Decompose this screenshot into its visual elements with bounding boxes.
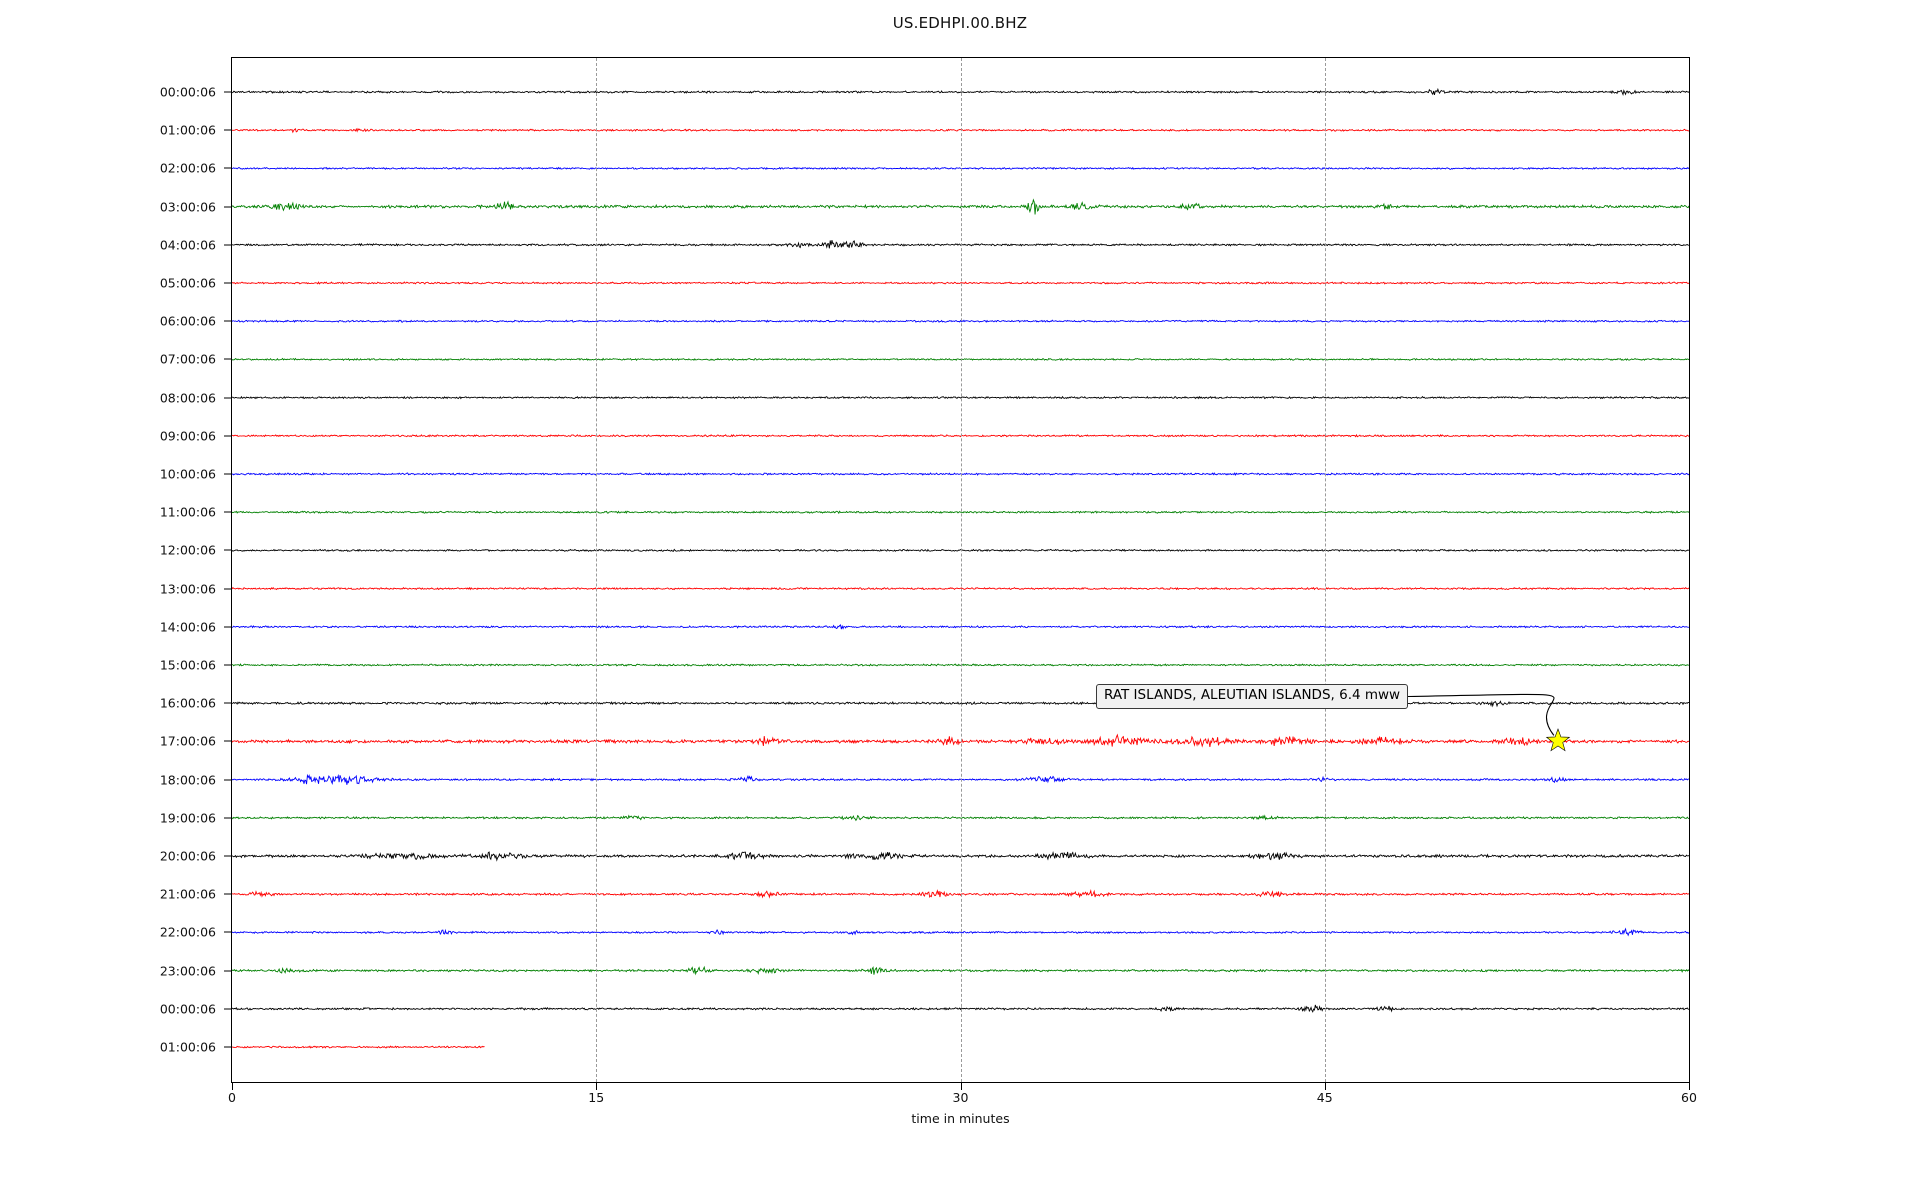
y-tick-label-7: 07:00:06: [159, 351, 216, 367]
y-tick-mark-8: [224, 397, 232, 399]
y-tick-mark-17: [224, 740, 232, 742]
y-tick-mark-3: [224, 206, 232, 208]
gridline-x-30: [960, 58, 962, 1082]
y-tick-label-14: 14:00:06: [159, 619, 216, 635]
y-tick-mark-12: [224, 549, 232, 551]
y-tick-label-11: 11:00:06: [159, 504, 216, 520]
y-tick-label-23: 23:00:06: [159, 963, 216, 979]
y-tick-label-24: 00:00:06: [159, 1001, 216, 1017]
y-tick-label-0: 00:00:06: [159, 84, 216, 100]
x-tick-mark-15: [596, 1083, 598, 1090]
y-tick-label-13: 13:00:06: [159, 581, 216, 597]
y-tick-mark-13: [224, 588, 232, 590]
x-tick-mark-60: [1689, 1083, 1690, 1090]
y-tick-mark-9: [224, 435, 232, 437]
y-tick-mark-19: [224, 817, 232, 819]
page-title: US.EDHPI.00.BHZ: [892, 14, 1028, 32]
y-tick-mark-6: [224, 320, 232, 322]
x-tick-label-45: 45: [1316, 1090, 1333, 1105]
y-tick-label-9: 09:00:06: [159, 428, 216, 444]
y-tick-mark-4: [224, 244, 232, 246]
x-tick-label-0: 0: [228, 1090, 236, 1105]
y-tick-label-19: 19:00:06: [159, 810, 216, 826]
y-tick-label-6: 06:00:06: [159, 313, 216, 329]
y-tick-label-1: 01:00:06: [159, 122, 216, 138]
y-tick-label-2: 02:00:06: [159, 160, 216, 176]
y-tick-label-10: 10:00:06: [159, 466, 216, 482]
y-tick-mark-5: [224, 282, 232, 284]
y-tick-mark-14: [224, 626, 232, 628]
y-tick-mark-23: [224, 970, 232, 972]
y-tick-label-8: 08:00:06: [159, 390, 216, 406]
x-tick-label-15: 15: [588, 1090, 605, 1105]
x-tick-mark-45: [1324, 1083, 1326, 1090]
x-tick-mark-30: [960, 1083, 962, 1090]
y-tick-label-20: 20:00:06: [159, 848, 216, 864]
event-annotation-label: RAT ISLANDS, ALEUTIAN ISLANDS, 6.4 mww: [1096, 684, 1409, 709]
gridline-x-15: [596, 58, 598, 1082]
x-tick-mark-0: [232, 1083, 233, 1090]
y-tick-label-22: 22:00:06: [159, 924, 216, 940]
y-tick-label-25: 01:00:06: [159, 1039, 216, 1055]
x-axis-label: time in minutes: [911, 1111, 1010, 1126]
y-tick-mark-20: [224, 855, 232, 857]
y-tick-label-17: 17:00:06: [159, 733, 216, 749]
plot-area: [232, 58, 1689, 1082]
y-tick-mark-24: [224, 1008, 232, 1010]
y-tick-mark-7: [224, 358, 232, 360]
trace-row-25: [232, 1045, 485, 1049]
y-tick-mark-11: [224, 511, 232, 513]
x-tick-label-60: 60: [1681, 1090, 1697, 1105]
gridline-x-45: [1324, 58, 1326, 1082]
plot-axes: [231, 57, 1690, 1083]
y-tick-mark-10: [224, 473, 232, 475]
y-tick-mark-22: [224, 931, 232, 933]
y-tick-label-4: 04:00:06: [159, 237, 216, 253]
y-tick-mark-0: [224, 91, 232, 93]
y-tick-mark-2: [224, 167, 232, 169]
y-tick-label-3: 03:00:06: [159, 199, 216, 215]
y-tick-label-15: 15:00:06: [159, 657, 216, 673]
y-tick-label-16: 16:00:06: [159, 695, 216, 711]
y-tick-mark-1: [224, 129, 232, 131]
y-tick-label-5: 05:00:06: [159, 275, 216, 291]
x-tick-label-30: 30: [952, 1090, 969, 1105]
y-tick-mark-25: [224, 1046, 232, 1048]
y-tick-mark-15: [224, 664, 232, 666]
y-tick-label-21: 21:00:06: [159, 886, 216, 902]
y-tick-mark-16: [224, 702, 232, 704]
y-tick-label-12: 12:00:06: [159, 542, 216, 558]
y-tick-mark-18: [224, 779, 232, 781]
y-tick-mark-21: [224, 893, 232, 895]
y-tick-label-18: 18:00:06: [159, 772, 216, 788]
